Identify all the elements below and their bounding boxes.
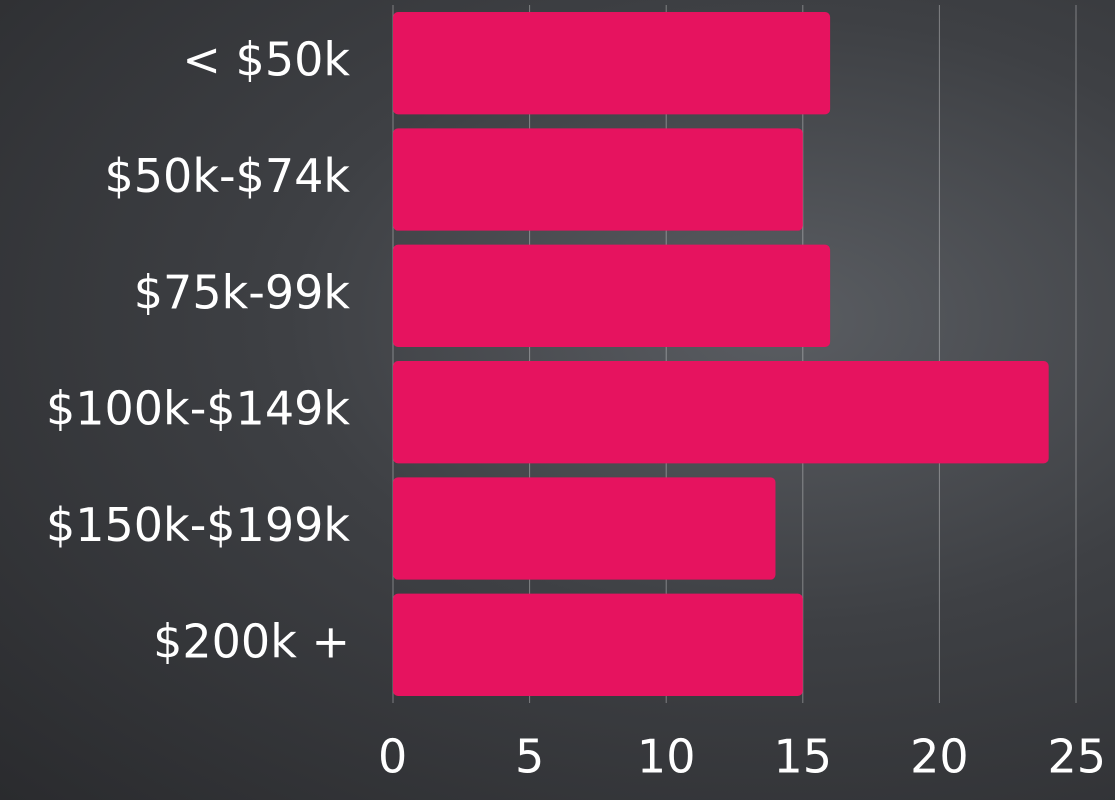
y-tick-label: $75k-99k (134, 265, 351, 319)
x-tick-label: 0 (378, 730, 407, 784)
y-tick-label: < $50k (182, 33, 350, 87)
bar (393, 128, 803, 231)
bar (393, 244, 831, 348)
bar (393, 11, 831, 115)
x-tick-label: 10 (637, 730, 696, 784)
x-tick-label: 25 (1047, 730, 1106, 784)
bar (393, 593, 803, 697)
bar (393, 360, 1049, 464)
x-tick-label: 5 (515, 730, 544, 784)
x-tick-label: 15 (774, 730, 833, 784)
bar (393, 477, 776, 580)
y-tick-label: $50k-$74k (105, 149, 351, 203)
y-tick-label: $100k-$149k (46, 382, 350, 436)
x-tick-label: 20 (910, 730, 969, 784)
y-tick-label: $150k-$199k (46, 498, 350, 552)
y-tick-label: $200k + (153, 614, 350, 668)
